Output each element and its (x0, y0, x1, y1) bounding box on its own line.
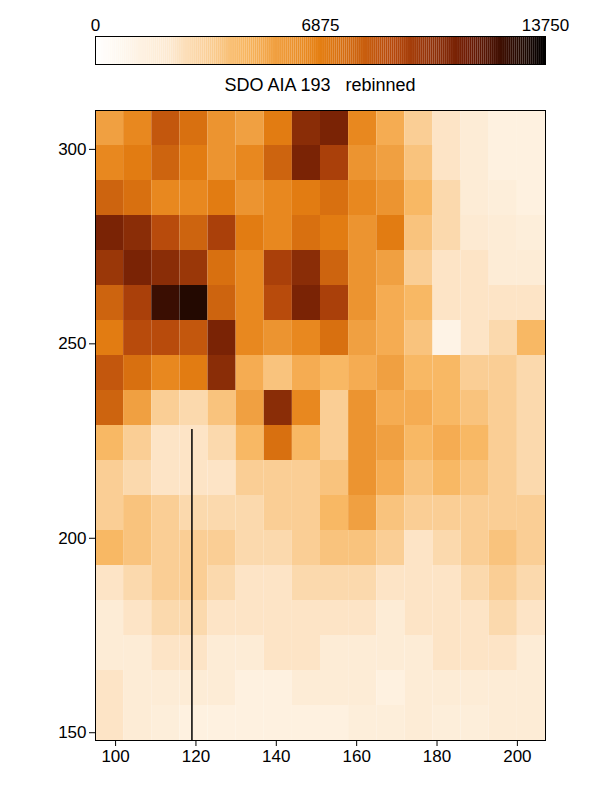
svg-text:160: 160 (342, 747, 370, 766)
svg-text:250: 250 (58, 334, 86, 353)
svg-text:0: 0 (91, 16, 100, 35)
html-text:SDO AIA 193 rebinned: SDO AIA 193 rebinned (224, 75, 416, 95)
svg-text:6875: 6875 (302, 16, 340, 35)
svg-text:120: 120 (182, 747, 210, 766)
svg-text:200: 200 (503, 747, 531, 766)
svg-text:180: 180 (423, 747, 451, 766)
svg-text:200: 200 (58, 529, 86, 548)
svg-text:300: 300 (58, 140, 86, 159)
svg-text:140: 140 (262, 747, 290, 766)
svg-text:150: 150 (58, 723, 86, 742)
svg-text:13750: 13750 (522, 16, 569, 35)
svg-text:100: 100 (101, 747, 129, 766)
